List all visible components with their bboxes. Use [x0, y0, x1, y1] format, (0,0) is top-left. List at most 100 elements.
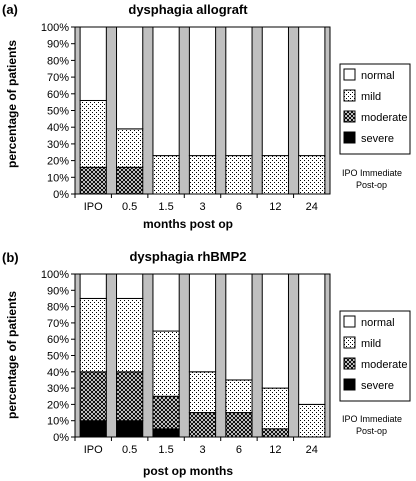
panel-b-y-tick-label: 30% — [47, 383, 69, 395]
panel-a-y-tick-label: 10% — [47, 172, 69, 184]
panel-b: (b) dysphagia rhBMP2 percentage of patie… — [2, 249, 411, 478]
panel-b-bar-normal — [188, 273, 217, 373]
panel-a-y-tick-label: 50% — [47, 106, 69, 118]
panel-b-bar-normal — [152, 273, 180, 332]
panel-a-legend-swatch-severe — [343, 131, 356, 144]
panel-b-legend-swatch-mild — [343, 336, 356, 349]
panel-b-bar-mild — [79, 297, 107, 373]
panel-b-y-tick-label: 70% — [47, 318, 69, 330]
panel-a-y-tick-label: 100% — [41, 22, 69, 34]
panel-a-bar-mild — [298, 155, 326, 195]
panel-b-legend-swatch-severe — [343, 378, 356, 391]
panel-a-legend-label-severe: severe — [361, 133, 394, 145]
panel-b-x-tick-label: 12 — [269, 444, 281, 456]
panel-b-legend-swatch-moderate — [343, 357, 356, 370]
panel-a-ylabel: percentage of patients — [5, 40, 19, 168]
panel-b-y-tick-label: 60% — [47, 334, 69, 346]
panel-a-x-tick-label: 6 — [236, 201, 242, 213]
panel-a-bar-mild — [152, 155, 180, 195]
panel-b-bar-moderate — [188, 412, 217, 438]
panel-a-title: dysphagia allograft — [128, 2, 248, 17]
panel-a-bar-mild — [261, 155, 289, 195]
panel-b-bar-mild — [152, 330, 180, 397]
panel-a-bar-mild — [188, 155, 217, 195]
panel-b-y-tick-label: 40% — [47, 367, 69, 379]
panel-a-bar-normal — [152, 26, 180, 157]
panel-a-bar-normal — [298, 26, 326, 157]
panel-b-xlabel: post op months — [143, 464, 233, 478]
panel-b-x-tick-label: 6 — [236, 444, 242, 456]
panel-a-x-tick-label: 3 — [199, 201, 205, 213]
panel-a-legend-swatch-normal — [343, 68, 356, 81]
panel-a-y-tick-label: 30% — [47, 139, 69, 151]
panel-b-bar-moderate — [79, 371, 107, 422]
panel-b-letter: (b) — [2, 250, 19, 265]
panel-a-legend-label-mild: mild — [361, 91, 381, 103]
panel-b-x-tick-label: 3 — [199, 444, 205, 456]
panel-b-y-tick-label: 0% — [53, 432, 69, 444]
panel-b-bar-mild — [298, 403, 326, 438]
panel-b-legend-swatch-normal — [343, 315, 356, 328]
panel-b-bar-severe — [116, 420, 144, 438]
panel-a-bar-normal — [188, 26, 217, 157]
panel-b-bar-normal — [298, 273, 326, 405]
panel-b-bar-mild — [225, 379, 253, 414]
panel-a-bar-normal — [225, 26, 253, 157]
panel-b-bar-moderate — [152, 395, 180, 430]
panel-a: (a) dysphagia allograft percentage of pa… — [2, 2, 411, 231]
panel-b-x-tick-label: 24 — [306, 444, 318, 456]
panel-b-plot: 0% 10% 20% 30% 40% 50% 60% 70% 80% 90% 100% IPO 0.5 1… — [41, 269, 331, 456]
panel-b-bar-moderate — [225, 412, 253, 438]
panel-a-bar-moderate — [79, 166, 107, 195]
panel-b-bar-severe — [79, 420, 107, 438]
panel-b-bar-severe — [152, 428, 180, 438]
panel-a-bar-normal — [116, 26, 144, 130]
panel-a-bar-normal — [261, 26, 289, 157]
panel-b-y-tick-label: 50% — [47, 351, 69, 363]
panel-a-legend: normal mild moderate severe — [339, 63, 411, 155]
panel-b-legend-label-severe: severe — [361, 380, 394, 392]
panel-a-legend-swatch-moderate — [343, 110, 356, 123]
panel-b-bar-moderate — [116, 371, 144, 422]
panel-a-y-tick-label: 20% — [47, 156, 69, 168]
panel-b-x-tick-label: 0.5 — [122, 444, 137, 456]
panel-b-bar-mild — [261, 387, 289, 430]
panel-a-bar-mild — [79, 99, 107, 168]
panel-a-note-line-1: IPO Immediate — [342, 168, 402, 178]
panel-a-y-tick-label: 40% — [47, 122, 69, 134]
panel-b-y-tick-label: 20% — [47, 399, 69, 411]
panel-a-y-tick-label: 90% — [47, 39, 69, 51]
panel-b-y-tick-label: 90% — [47, 285, 69, 297]
panel-a-bar-normal — [79, 26, 107, 101]
panel-b-ylabel: percentage of patients — [5, 291, 19, 419]
panel-a-plot: 0% 10% 20% 30% 40% 50% 60% 70% 80% 90% 100% IPO 0.5 1… — [41, 22, 331, 213]
panel-a-y-tick-label: 70% — [47, 72, 69, 84]
panel-a-x-tick-label: IPO — [84, 201, 103, 213]
panel-b-legend-label-mild: mild — [361, 338, 381, 350]
panel-b-note-line-2: Post-op — [356, 426, 387, 436]
panel-b-legend-label-moderate: moderate — [361, 359, 407, 371]
panel-a-y-tick-label: 60% — [47, 89, 69, 101]
panel-b-bar-normal — [261, 273, 289, 389]
panel-a-y-tick-label: 0% — [53, 189, 69, 201]
panel-a-bar-moderate — [116, 166, 144, 195]
panel-a-x-tick-label: 24 — [306, 201, 318, 213]
panel-a-legend-label-moderate: moderate — [361, 112, 407, 124]
panel-b-x-tick-label: IPO — [84, 444, 103, 456]
panel-b-legend: normal mild moderate severe — [339, 310, 411, 402]
panel-a-y-tick-label: 80% — [47, 55, 69, 67]
panel-a-legend-swatch-mild — [343, 89, 356, 102]
panel-a-bar-mild — [116, 128, 144, 168]
panel-b-bar-moderate — [261, 428, 289, 438]
panel-b-bar-normal — [116, 273, 144, 299]
panel-b-note-line-1: IPO Immediate — [342, 414, 402, 424]
panel-b-y-tick-label: 80% — [47, 302, 69, 314]
panel-a-legend-label-normal: normal — [361, 70, 395, 82]
panel-b-bar-normal — [225, 273, 253, 381]
panel-a-x-tick-label: 0.5 — [122, 201, 137, 213]
panel-a-letter: (a) — [2, 2, 18, 17]
panel-a-x-tick-label: 1.5 — [158, 201, 173, 213]
panel-b-y-tick-label: 10% — [47, 416, 69, 428]
panel-b-bar-mild — [188, 371, 217, 414]
